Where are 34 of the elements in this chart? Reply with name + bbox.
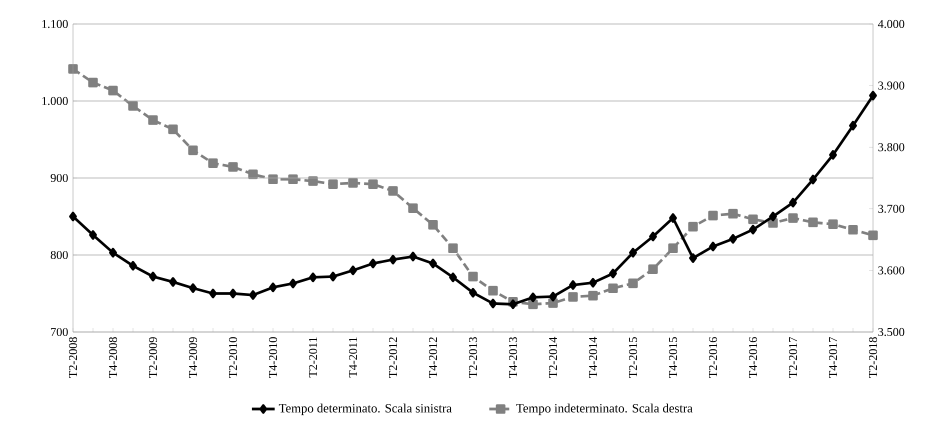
y2-tick-label: 3.900: [878, 82, 904, 90]
x-tick-label: T2-2018: [868, 337, 878, 378]
y2-tick-label: 3.500: [878, 328, 904, 336]
x-tick-label: T2-2013: [468, 337, 478, 378]
y2-tick-label: 3.700: [878, 204, 904, 213]
x-tick-label: T4-2011: [348, 337, 358, 378]
x-tick-label: T4-2009: [188, 337, 198, 378]
x-tick-label: T4-2017: [828, 337, 838, 378]
y2-tick-label: 4.000: [878, 20, 904, 28]
y-tick-label: 1.000: [42, 96, 68, 106]
x-tick-label: T4-2012: [428, 337, 438, 378]
legend-label: Tempo determinato. Scala sinistra: [278, 404, 452, 416]
x-tick-label: T2-2010: [228, 337, 238, 378]
y-tick-label: 700: [51, 328, 68, 336]
x-tick-label: T2-2017: [788, 337, 798, 378]
x-tick-label: T2-2015: [628, 337, 638, 378]
x-tick-label: T2-2014: [548, 336, 558, 378]
x-tick-label: T2-2016: [708, 337, 718, 378]
x-tick-label: T4-2008: [108, 337, 118, 378]
x-tick-label: T4-2013: [508, 337, 518, 378]
x-tick-label: T2-2009: [148, 337, 158, 378]
x-tick-label: T4-2015: [668, 337, 678, 378]
y2-tick-label: 3.800: [878, 143, 904, 152]
y-tick-label: 900: [50, 174, 68, 182]
x-tick-label: T2-2012: [388, 337, 398, 378]
y2-tick-label: 3.600: [878, 266, 904, 274]
legend-label: Tempo indeterminato. Scala destra: [516, 404, 693, 416]
x-tick-label: T2-2011: [308, 337, 318, 378]
x-tick-label: T4-2010: [268, 337, 278, 378]
x-tick-label: T4-2014: [588, 336, 598, 378]
y-tick-label: 800: [50, 250, 68, 260]
y-tick-label: 1.100: [42, 20, 68, 28]
x-tick-label: T4-2016: [748, 337, 758, 378]
x-tick-label: T2-2008: [68, 337, 78, 378]
